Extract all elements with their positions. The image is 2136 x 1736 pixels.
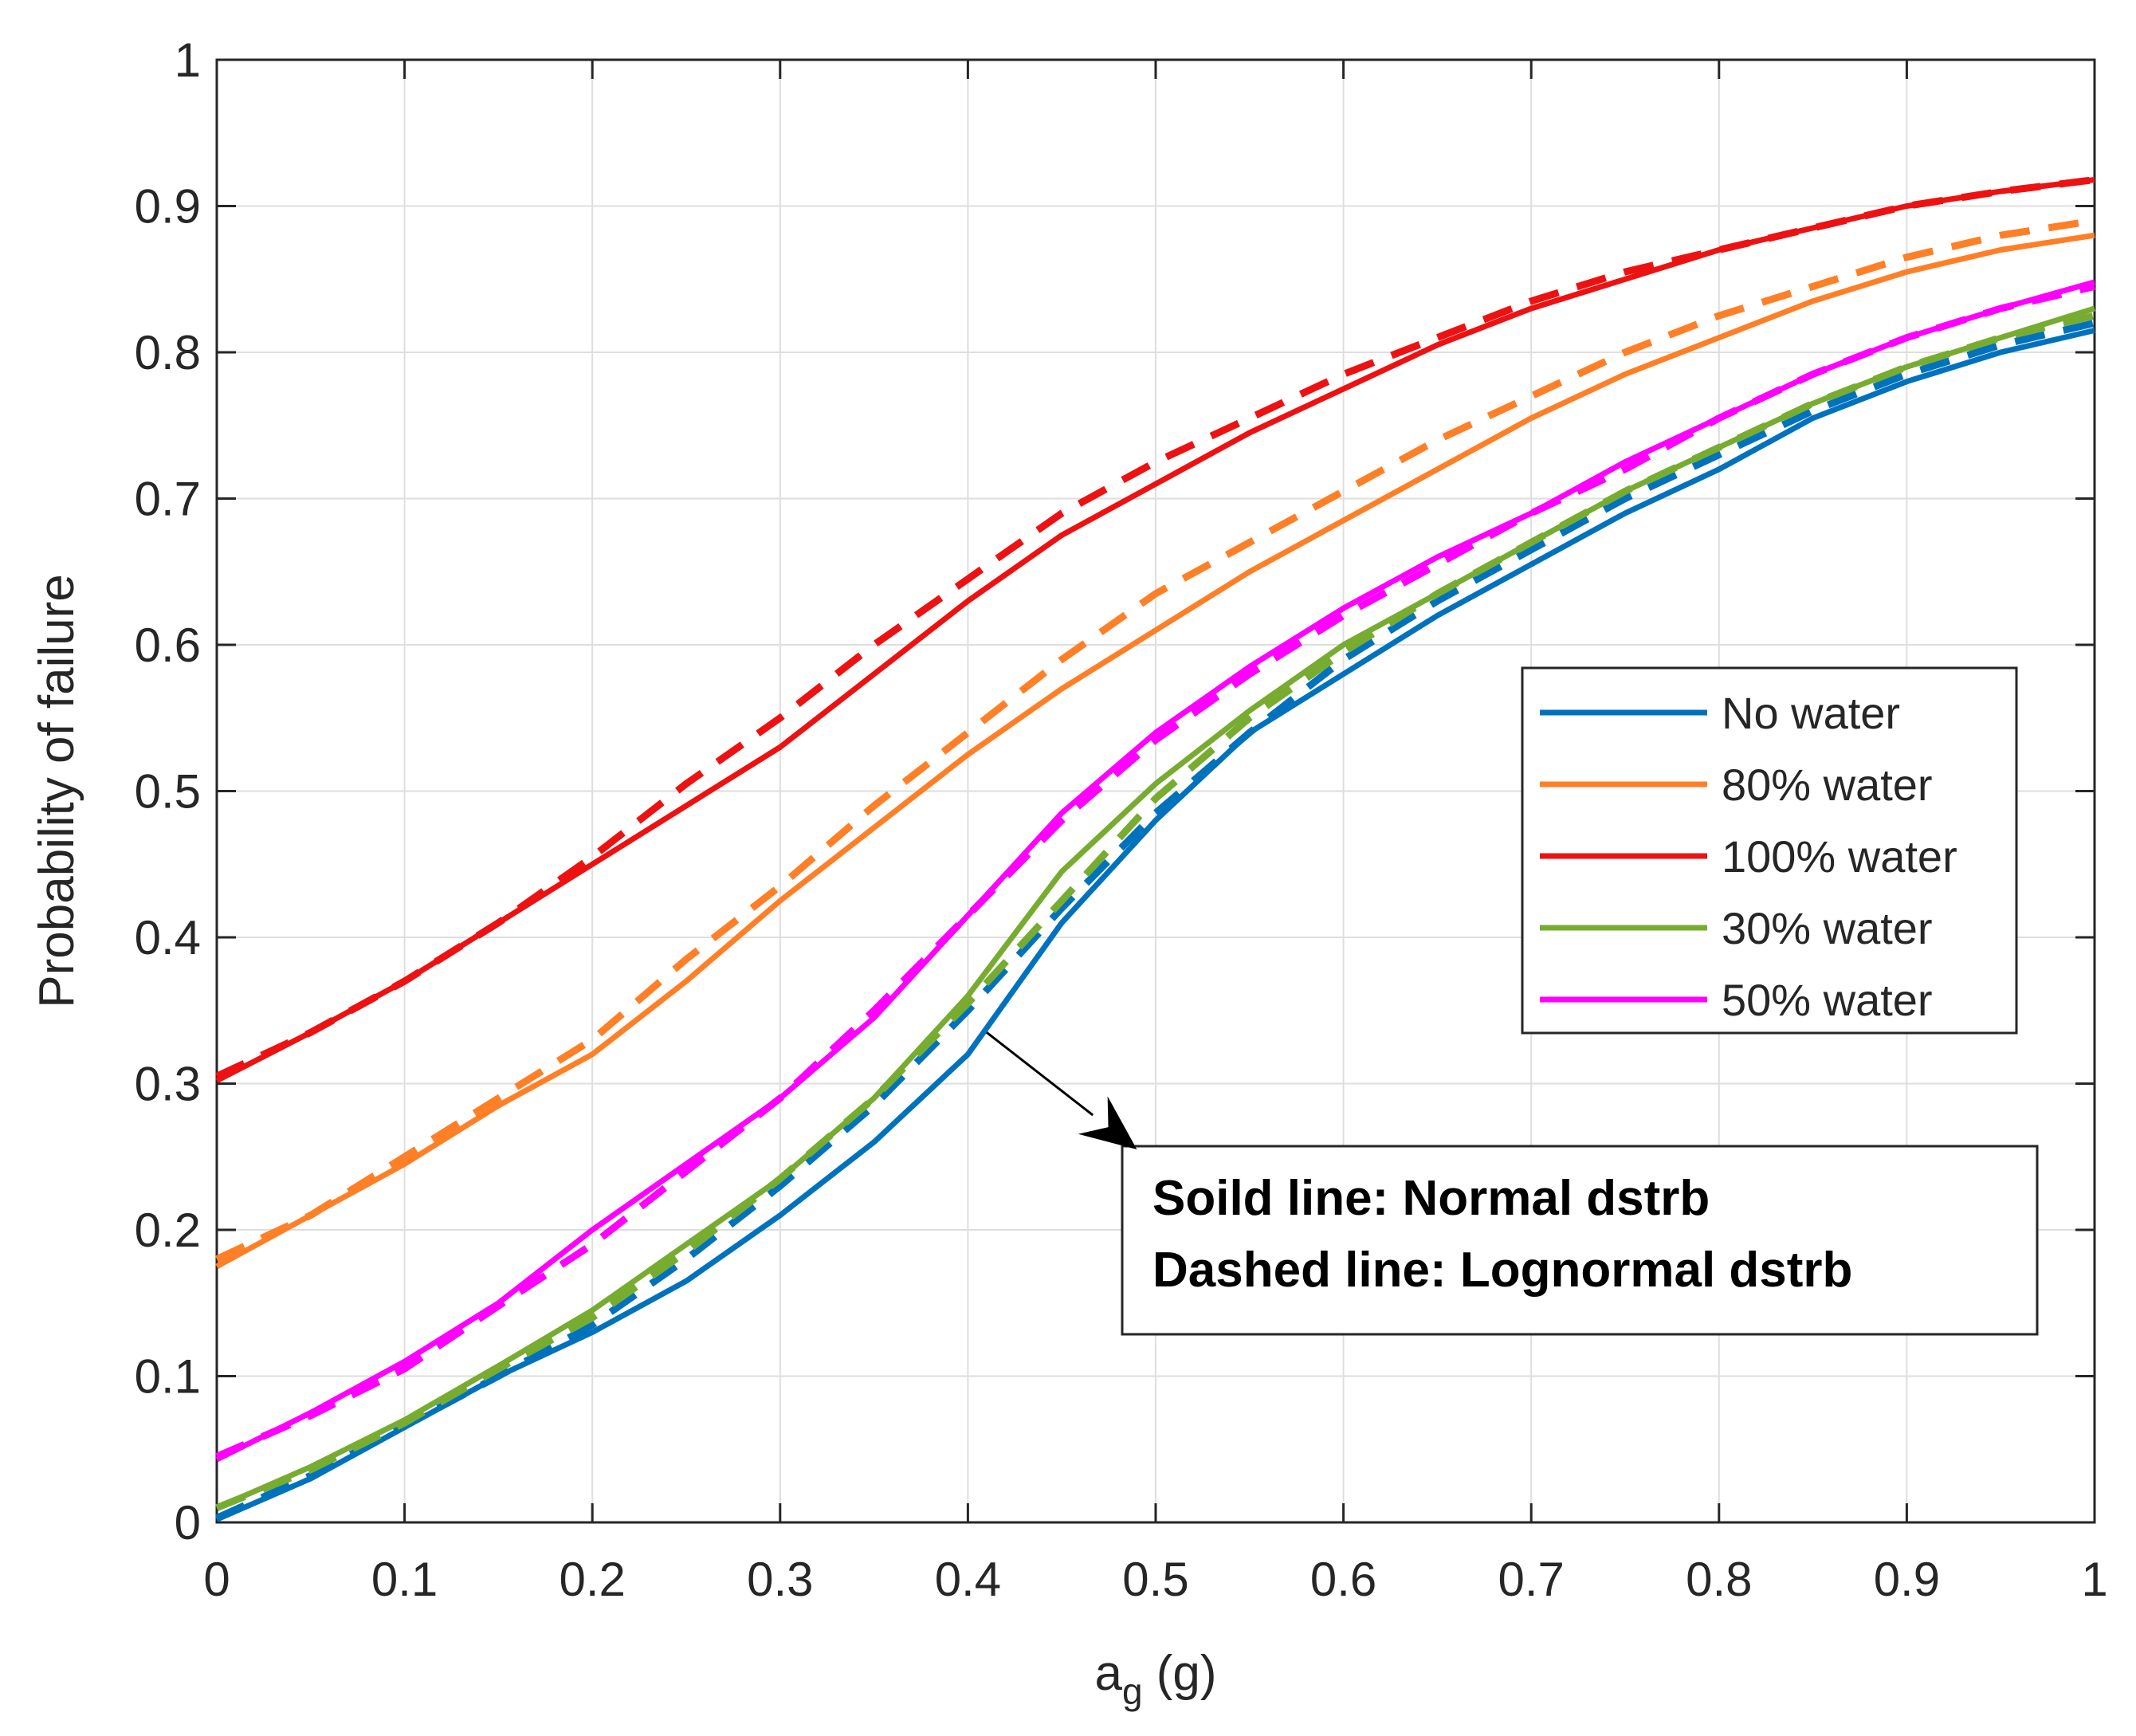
series-80pct-water-normal-solid [215,232,2095,1269]
legend-items: No water 80% water 100% water 30% water 50% … [1540,688,1957,1025]
y-tick-label: 0.3 [135,1058,201,1111]
x-tick-label: 0.6 [1310,1553,1376,1606]
x-axis-label-main: a [1094,1646,1122,1701]
y-tick-label: 0.6 [135,619,201,672]
x-axis-label-space [1143,1646,1156,1701]
legend-label-80pct-water: 80% water [1722,760,1933,810]
series-30pct-water-lognormal-dashed [215,312,2096,1511]
y-tick-label: 1 [175,33,201,87]
y-tick-label: 0.8 [135,326,201,379]
y-axis-label: Probability of failure [29,574,84,1008]
x-tick-label: 0.7 [1498,1553,1564,1606]
annotation-box [1121,1145,2039,1336]
x-tick-label: 0.4 [935,1553,1001,1606]
axis-ticks [215,58,2096,1524]
legend-label-50pct-water: 50% water [1722,975,1933,1025]
y-tick-label: 0.7 [135,473,201,526]
y-tick-labels: 0 0.1 0.2 0.3 0.4 0.5 0.6 0.7 0.8 0.9 1 [135,33,201,1549]
annotation-arrow-head [1078,1096,1137,1150]
x-tick-label: 0.8 [1686,1553,1752,1606]
legend-label-100pct-water: 100% water [1722,831,1957,882]
annotation: Soild line: Normal dstrb Dashed line: Lo… [986,1031,2039,1336]
y-tick-label: 0.4 [135,911,201,964]
y-tick-label: 0.2 [135,1204,201,1257]
y-tick-label: 0 [175,1496,201,1549]
x-tick-label: 0.3 [747,1553,813,1606]
x-tick-label: 0.1 [371,1553,438,1606]
x-axis-label-subscript: g [1122,1671,1143,1712]
x-tick-label: 0.2 [559,1553,625,1606]
x-axis-label-unit: (g) [1156,1646,1217,1701]
y-tick-label: 0.5 [135,765,201,819]
annotation-line-dashed: Dashed line: Lognormal dstrb [1152,1243,1852,1298]
series-no-water-normal-solid [215,328,2095,1522]
x-tick-label: 0.5 [1122,1553,1188,1606]
series-100pct-water-normal-solid [215,177,2095,1083]
x-tick-labels: 0 0.1 0.2 0.3 0.4 0.5 0.6 0.7 0.8 0.9 1 [203,1553,2107,1606]
annotation-arrow-shaft [986,1031,1094,1117]
annotation-line-solid: Soild line: Normal dstrb [1152,1171,1710,1226]
legend-box [1521,666,2018,1035]
y-tick-label: 0.9 [135,180,201,234]
series-50pct-water-lognormal-dashed [215,283,2096,1460]
series-80pct-water-lognormal-dashed [215,217,2095,1263]
legend-label-no-water: No water [1722,688,1900,738]
legend: No water 80% water 100% water 30% water 50% … [1521,666,2018,1035]
x-tick-label: 0.9 [1874,1553,1940,1606]
x-axis-label: ag (g) [1094,1646,1216,1712]
legend-label-30pct-water: 30% water [1722,903,1933,953]
x-tick-label: 1 [2081,1553,2107,1606]
series-50pct-water-normal-solid [215,279,2095,1463]
y-tick-label: 0.1 [135,1350,201,1404]
series-30pct-water-normal-solid [215,305,2096,1510]
x-tick-label: 0 [203,1553,230,1606]
series-layer [215,176,2096,1522]
